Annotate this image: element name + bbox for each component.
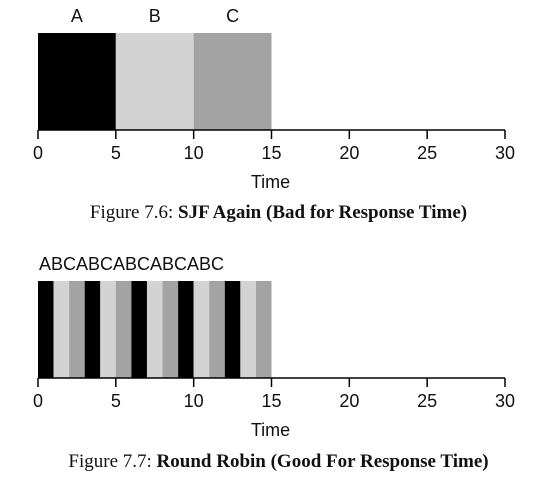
x-tick-label-5: 5	[111, 143, 121, 163]
x-tick-label-0: 0	[33, 143, 43, 163]
figure-7-6-caption-prefix: Figure 7.6:	[89, 202, 179, 223]
x-tick-label-30: 30	[495, 391, 515, 411]
x-tick-label-10: 10	[184, 143, 204, 163]
segment-a-6	[131, 281, 147, 378]
x-tick-label-25: 25	[417, 143, 437, 163]
job-label-a: A	[71, 6, 83, 26]
figure-7-6-caption-title: SJF Again (Bad for Response Time)	[178, 202, 468, 223]
segment-c-14	[255, 281, 272, 378]
segment-a-0	[38, 33, 116, 130]
segment-a-0	[38, 281, 54, 378]
segment-a-9	[178, 281, 194, 378]
job-label-c: C	[226, 6, 239, 26]
segment-a-3	[84, 281, 101, 378]
x-tick-label-0: 0	[33, 391, 43, 411]
sjf-timeline-chart: 0 5 10 15 20 25 30 Time A B C	[33, 6, 515, 192]
segment-b-13	[240, 281, 256, 378]
x-axis-title: Time	[251, 172, 290, 192]
segment-b-4	[100, 281, 116, 378]
figure-7-7-caption-title: Round Robin (Good For Response Time)	[156, 451, 489, 472]
job-label-b: B	[149, 6, 161, 26]
x-axis-title: Time	[251, 420, 290, 440]
segment-b-10	[193, 281, 210, 378]
segment-b-1	[53, 281, 70, 378]
figure-7-6-caption: Figure 7.6: SJF Again (Bad for Response …	[0, 202, 557, 224]
x-tick-label-20: 20	[339, 391, 359, 411]
round-robin-timeline-chart: 0 5 10 15 20 25 30 Time ABCABCABCABCABC	[33, 254, 515, 440]
segment-c-8	[162, 281, 179, 378]
x-tick-label-25: 25	[417, 391, 437, 411]
figure-7-7-caption-prefix: Figure 7.7:	[68, 451, 157, 472]
x-tick-label-20: 20	[339, 143, 359, 163]
segment-b-7	[146, 281, 163, 378]
x-tick-label-15: 15	[261, 143, 281, 163]
segment-a-12	[224, 281, 241, 378]
segment-c-2	[193, 33, 272, 130]
segment-c-5	[115, 281, 132, 378]
x-tick-label-30: 30	[495, 143, 515, 163]
x-tick-label-5: 5	[111, 391, 121, 411]
x-tick-label-10: 10	[184, 391, 204, 411]
figure-7-7-caption: Figure 7.7: Round Robin (Good For Respon…	[0, 451, 557, 473]
x-tick-label-15: 15	[261, 391, 281, 411]
sequence-label: ABCABCABCABCABC	[39, 254, 224, 274]
segment-c-11	[209, 281, 225, 378]
segment-b-1	[115, 33, 194, 130]
segment-c-2	[69, 281, 85, 378]
